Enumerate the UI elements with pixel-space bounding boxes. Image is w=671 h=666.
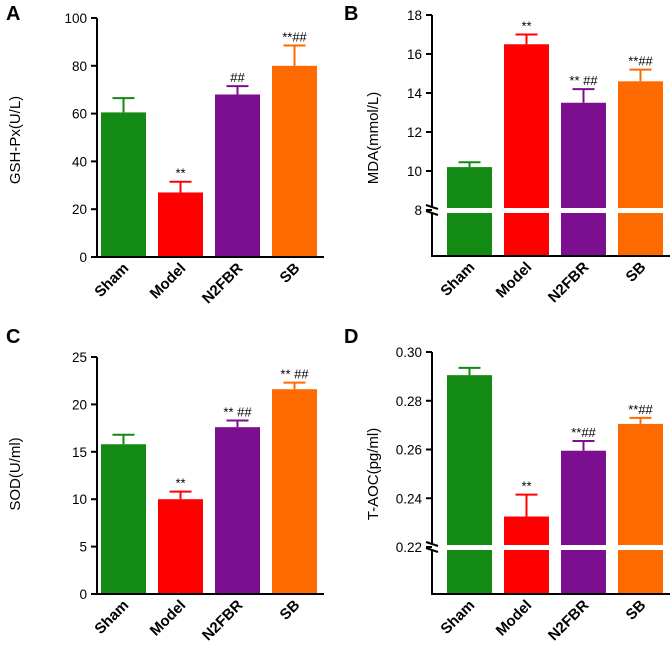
x-tick-label: Model bbox=[147, 597, 190, 640]
break-mark bbox=[425, 204, 439, 210]
axis-break-stripe bbox=[426, 208, 671, 213]
x-tick-label: Model bbox=[493, 597, 536, 640]
x-tick-label: Sham bbox=[91, 260, 132, 301]
y-tick-label: 0.22 bbox=[396, 540, 422, 555]
y-tick-label: 0 bbox=[79, 250, 87, 265]
significance-label: ## bbox=[230, 70, 245, 85]
bar-n2fbr bbox=[215, 427, 260, 594]
y-axis-label: T-AOC(pg/ml) bbox=[365, 428, 382, 521]
y-tick-label: 0.28 bbox=[396, 394, 422, 409]
panel-a: A GSH-Px(U/L) Sham ** Model ## N2FBR **## SB 0 20 4… bbox=[6, 3, 324, 307]
y-tick-label: 20 bbox=[72, 202, 87, 217]
y-tick-label: 12 bbox=[407, 125, 422, 140]
axis-break-stripe bbox=[426, 545, 671, 550]
x-tick-label: SB bbox=[277, 260, 304, 287]
y-tick-label: 60 bbox=[72, 107, 87, 122]
panel-letter: A bbox=[6, 3, 20, 25]
panel-letter: D bbox=[344, 326, 358, 348]
significance-label: ** bbox=[521, 479, 531, 494]
significance-label: **## bbox=[571, 425, 596, 440]
bar-sham bbox=[101, 444, 146, 594]
bar-model bbox=[504, 44, 549, 256]
significance-label: ** bbox=[175, 166, 185, 181]
y-tick-label: 100 bbox=[64, 11, 87, 26]
panel-b: B MDA(mmol/L) Sham ** Model ** ## N2FBR **## SB 8… bbox=[344, 3, 671, 306]
bar-sb bbox=[618, 423, 663, 594]
bar-model bbox=[158, 192, 203, 257]
x-tick-label: SB bbox=[277, 597, 304, 624]
y-tick-label: 8 bbox=[414, 203, 422, 218]
x-tick-label: Sham bbox=[91, 597, 132, 638]
significance-label: **## bbox=[628, 402, 653, 417]
y-tick-label: 5 bbox=[79, 540, 87, 555]
bar-sham bbox=[447, 375, 492, 594]
bar-n2fbr bbox=[215, 94, 260, 257]
x-tick-label: SB bbox=[623, 259, 650, 286]
x-tick-label: Sham bbox=[437, 597, 478, 638]
y-tick-label: 10 bbox=[72, 492, 87, 507]
y-tick-label: 14 bbox=[407, 86, 423, 101]
bar-n2fbr bbox=[561, 450, 606, 594]
y-tick-label: 15 bbox=[72, 445, 87, 460]
bar-model bbox=[158, 499, 203, 594]
y-tick-label: 16 bbox=[407, 47, 422, 62]
break-mark bbox=[425, 210, 439, 216]
y-tick-label: 0 bbox=[79, 587, 87, 602]
y-tick-label: 0.26 bbox=[396, 443, 422, 458]
panel-d: D T-AOC(pg/ml) Sham ** Model **## N2FBR **## SB 0… bbox=[344, 326, 671, 644]
significance-label: **## bbox=[628, 54, 653, 69]
y-tick-label: 20 bbox=[72, 397, 87, 412]
panel-c: C SOD(U/ml) Sham ** Model ** ## N2FBR ** ## SB 0 5… bbox=[6, 326, 324, 644]
y-tick-label: 25 bbox=[72, 350, 87, 365]
bar-sb bbox=[272, 389, 317, 594]
significance-label: ** bbox=[521, 19, 531, 34]
y-tick-label: 0.24 bbox=[396, 491, 423, 506]
significance-label: **## bbox=[282, 29, 307, 44]
panel-letter: C bbox=[6, 326, 20, 348]
y-tick-label: 80 bbox=[72, 59, 87, 74]
x-tick-label: N2FBR bbox=[545, 597, 592, 644]
bar-n2fbr bbox=[561, 102, 606, 256]
break-mark bbox=[425, 547, 439, 553]
bar-model bbox=[504, 516, 549, 594]
y-tick-label: 40 bbox=[72, 154, 87, 169]
significance-label: ** ## bbox=[280, 367, 309, 382]
x-tick-label: SB bbox=[623, 597, 650, 624]
x-tick-label: N2FBR bbox=[199, 597, 246, 644]
significance-label: ** ## bbox=[569, 73, 598, 88]
bar-sb bbox=[618, 81, 663, 256]
y-tick-label: 10 bbox=[407, 164, 422, 179]
x-tick-label: Sham bbox=[437, 259, 478, 300]
bar-sham bbox=[101, 112, 146, 257]
y-tick-label: 0.30 bbox=[396, 345, 422, 360]
break-mark bbox=[425, 541, 439, 547]
x-tick-label: N2FBR bbox=[545, 259, 592, 306]
x-tick-label: Model bbox=[147, 260, 190, 303]
x-tick-label: Model bbox=[493, 259, 536, 302]
y-axis-label: SOD(U/ml) bbox=[7, 437, 24, 510]
y-axis-label: MDA(mmol/L) bbox=[365, 92, 382, 185]
panel-letter: B bbox=[344, 3, 358, 25]
bar-sb bbox=[272, 65, 317, 257]
y-tick-label: 18 bbox=[407, 8, 422, 23]
significance-label: ** bbox=[175, 476, 185, 491]
x-tick-label: N2FBR bbox=[199, 260, 246, 307]
significance-label: ** ## bbox=[223, 405, 252, 420]
y-axis-label: GSH-Px(U/L) bbox=[7, 96, 24, 184]
